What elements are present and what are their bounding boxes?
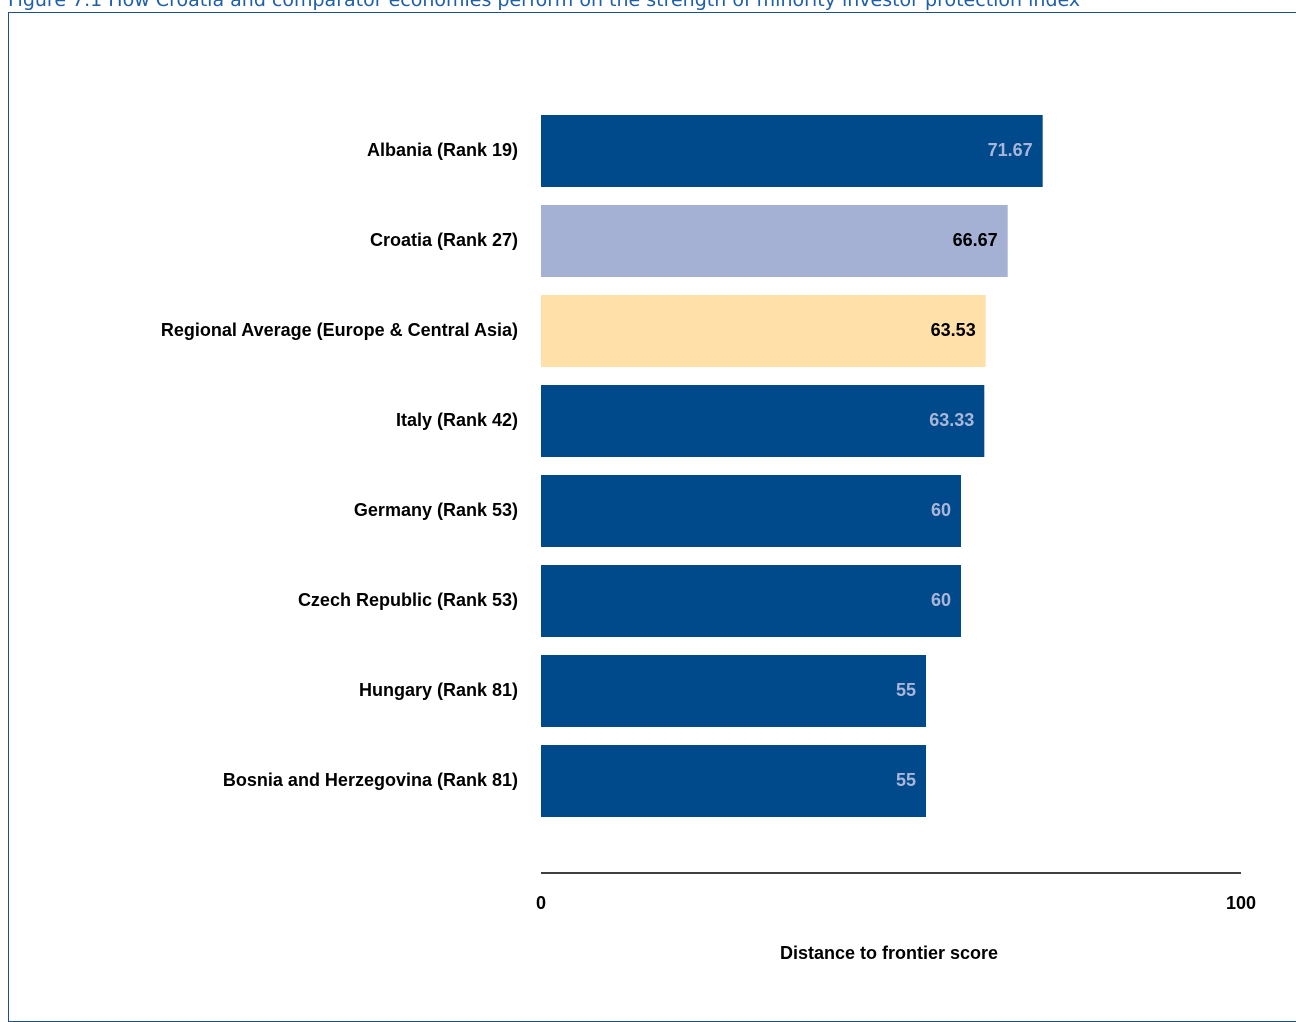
data-label: 71.67: [988, 140, 1033, 160]
data-label: 66.67: [953, 230, 998, 250]
bar: [541, 385, 985, 457]
data-label: 63.53: [931, 320, 976, 340]
bar: [541, 115, 1043, 187]
category-label: Bosnia and Herzegovina (Rank 81): [223, 770, 518, 790]
data-label: 55: [896, 680, 916, 700]
x-tick-label: 100: [1226, 893, 1256, 913]
data-label: 63.33: [929, 410, 974, 430]
category-label: Hungary (Rank 81): [359, 680, 518, 700]
bar: [541, 745, 926, 817]
category-label: Italy (Rank 42): [396, 410, 518, 430]
category-label: Croatia (Rank 27): [370, 230, 518, 250]
x-axis-title: Distance to frontier score: [780, 943, 998, 963]
bar: [541, 475, 961, 547]
figure-caption: Figure 7.1 How Croatia and comparator ec…: [8, 0, 1081, 11]
data-label: 60: [931, 500, 951, 520]
category-label: Germany (Rank 53): [354, 500, 518, 520]
bar: [541, 205, 1008, 277]
category-label: Regional Average (Europe & Central Asia): [161, 320, 518, 340]
data-label: 60: [931, 590, 951, 610]
bar: [541, 295, 986, 367]
bar: [541, 655, 926, 727]
x-tick-label: 0: [536, 893, 546, 913]
category-label: Albania (Rank 19): [367, 140, 518, 160]
bar: [541, 565, 961, 637]
data-label: 55: [896, 770, 916, 790]
category-label: Czech Republic (Rank 53): [298, 590, 518, 610]
